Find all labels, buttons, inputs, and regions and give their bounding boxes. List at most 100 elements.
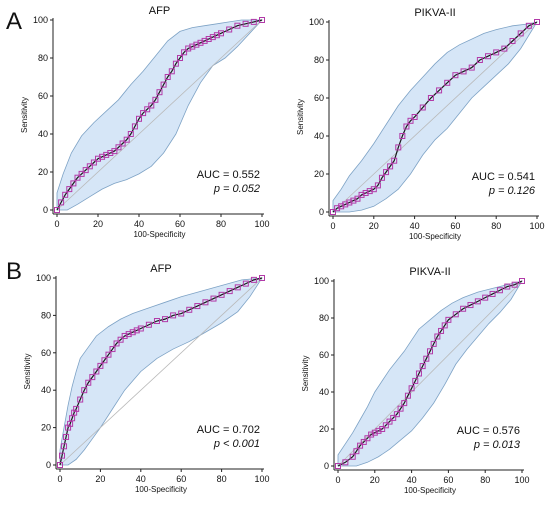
roc-point bbox=[259, 17, 265, 23]
roc-point bbox=[395, 144, 402, 151]
x-tick-label: 0 bbox=[57, 474, 62, 484]
roc-point bbox=[415, 370, 422, 377]
roc-point bbox=[474, 298, 481, 305]
reference-diagonal bbox=[59, 277, 263, 466]
roc-point bbox=[58, 199, 65, 206]
roc-point bbox=[210, 295, 217, 302]
roc-point bbox=[509, 38, 516, 44]
roc-point bbox=[145, 321, 152, 328]
x-tick-label: 100 bbox=[254, 219, 269, 229]
roc-point bbox=[103, 151, 110, 158]
roc-point bbox=[371, 429, 378, 436]
x-tick-label: 100 bbox=[254, 474, 269, 484]
reference-diagonal bbox=[332, 21, 538, 213]
x-tick-label: 80 bbox=[491, 221, 501, 231]
roc-point bbox=[342, 459, 349, 466]
roc-point bbox=[427, 348, 433, 355]
roc-point bbox=[489, 290, 496, 297]
y-tick-label: 100 bbox=[33, 15, 48, 25]
roc-point bbox=[387, 163, 394, 170]
x-tick-label: 60 bbox=[450, 221, 460, 231]
roc-point bbox=[77, 396, 84, 403]
roc-point bbox=[63, 433, 70, 440]
x-tick-label: 100 bbox=[514, 475, 529, 485]
roc-point bbox=[370, 186, 377, 193]
x-tick-label: 20 bbox=[370, 475, 380, 485]
roc-point bbox=[123, 136, 130, 143]
roc-point bbox=[85, 379, 92, 386]
roc-point bbox=[511, 281, 518, 288]
x-tick-label: 0 bbox=[330, 221, 335, 231]
roc-point bbox=[366, 188, 373, 195]
roc-point bbox=[81, 387, 88, 394]
roc-point bbox=[534, 19, 540, 25]
roc-point bbox=[438, 327, 445, 334]
roc-point bbox=[378, 174, 385, 181]
roc-point bbox=[125, 331, 132, 338]
x-tick-label: 60 bbox=[176, 474, 186, 484]
y-tick-label: 20 bbox=[38, 167, 48, 177]
roc-point bbox=[493, 49, 500, 56]
y-tick-label: 40 bbox=[314, 131, 324, 141]
roc-point bbox=[423, 355, 430, 362]
roc-point bbox=[444, 79, 451, 86]
roc-point bbox=[234, 22, 241, 29]
p-value-annotation: p = 0.013 bbox=[473, 439, 521, 451]
x-axis-label: 100-Specificity bbox=[135, 485, 187, 494]
x-tick-label: 40 bbox=[136, 474, 146, 484]
roc-point bbox=[353, 448, 360, 455]
x-axis-label: 100-Specificity bbox=[133, 230, 185, 239]
roc-chart-3: 0 20 40 60 80 100 0 20 40 60 80 100 100-Specificity S… bbox=[23, 263, 270, 494]
roc-point bbox=[89, 374, 96, 381]
roc-point bbox=[412, 377, 419, 384]
roc-point bbox=[162, 316, 169, 323]
roc-point bbox=[354, 195, 361, 202]
x-tick-label: 80 bbox=[480, 475, 490, 485]
x-axis-label: 100-Specificity bbox=[409, 232, 461, 241]
roc-point bbox=[97, 362, 104, 369]
auc-annotation: AUC = 0.552 bbox=[197, 169, 260, 181]
roc-point bbox=[349, 453, 356, 460]
roc-point bbox=[362, 190, 369, 196]
roc-point bbox=[144, 106, 151, 113]
y-tick-label: 20 bbox=[314, 169, 324, 179]
roc-point bbox=[250, 18, 257, 25]
y-tick-label: 100 bbox=[309, 17, 324, 27]
x-tick-label: 100 bbox=[529, 221, 544, 231]
roc-point bbox=[170, 312, 177, 319]
x-tick-label: 40 bbox=[410, 221, 420, 231]
roc-point bbox=[501, 45, 508, 52]
chart-title: AFP bbox=[150, 263, 171, 275]
roc-point bbox=[468, 64, 475, 71]
roc-point bbox=[218, 291, 225, 298]
roc-point bbox=[242, 20, 249, 27]
roc-point bbox=[226, 26, 233, 33]
roc-point bbox=[127, 131, 134, 137]
roc-point bbox=[131, 123, 138, 130]
y-tick-label: 100 bbox=[36, 273, 51, 283]
roc-point bbox=[391, 157, 398, 164]
roc-point bbox=[69, 415, 76, 422]
roc-point bbox=[202, 299, 209, 306]
roc-point bbox=[358, 191, 365, 198]
roc-point bbox=[193, 41, 200, 48]
roc-point bbox=[61, 443, 68, 450]
roc-point bbox=[379, 426, 386, 432]
x-tick-label: 0 bbox=[335, 475, 340, 485]
roc-point bbox=[434, 333, 441, 340]
roc-point bbox=[105, 351, 112, 358]
x-tick-label: 0 bbox=[54, 219, 59, 229]
roc-point bbox=[95, 155, 101, 162]
roc-point bbox=[152, 96, 159, 103]
p-value-annotation: p = 0.126 bbox=[488, 185, 536, 197]
roc-point bbox=[101, 357, 108, 364]
y-tick-label: 0 bbox=[324, 461, 329, 471]
roc-point bbox=[189, 43, 196, 50]
y-axis-label: Sensitivity bbox=[20, 97, 29, 133]
panel-label-b: B bbox=[6, 258, 23, 285]
roc-point bbox=[111, 148, 118, 155]
roc-point bbox=[181, 49, 188, 56]
roc-point bbox=[335, 463, 341, 469]
roc-point bbox=[496, 287, 503, 294]
x-tick-label: 20 bbox=[93, 219, 103, 229]
